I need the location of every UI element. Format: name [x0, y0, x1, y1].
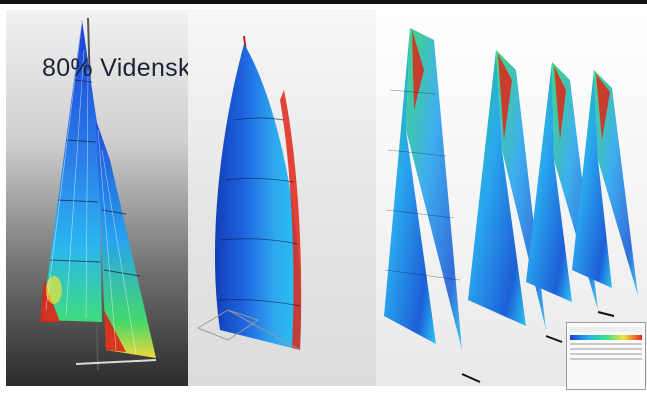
- software-info-panel: [566, 322, 646, 390]
- yellow-zone: [46, 276, 62, 304]
- headline-text: 80% Videnskab: [42, 54, 188, 82]
- sail-render-right: [376, 10, 647, 386]
- spinnaker: [214, 44, 301, 350]
- booms: [461, 311, 615, 383]
- boat-frame: [197, 309, 301, 351]
- mainsail-jib-render: [40, 17, 157, 371]
- hotspot-jib-foot: [104, 310, 126, 352]
- spinnaker-render: [197, 35, 302, 351]
- spinnaker-seams: [217, 117, 301, 307]
- deck-outline: [75, 359, 157, 365]
- jib: [96, 120, 156, 358]
- top-border: [0, 0, 647, 4]
- spinnaker-leech-hotspot: [280, 90, 302, 350]
- sail-fourth: [572, 70, 638, 296]
- sail-render-left: 80% Videnskab: [6, 10, 188, 386]
- info-panel-row: [570, 327, 642, 332]
- sail-second: [468, 50, 546, 330]
- mainsail: [42, 20, 102, 322]
- info-panel-text-lines: [570, 343, 642, 360]
- batten-lines: [49, 79, 141, 277]
- color-scale-bar: [570, 335, 642, 340]
- stress-lines: [45, 21, 137, 355]
- sail-large: [384, 28, 462, 350]
- four-sail-render: [384, 28, 638, 383]
- sail-render-middle: [188, 10, 376, 386]
